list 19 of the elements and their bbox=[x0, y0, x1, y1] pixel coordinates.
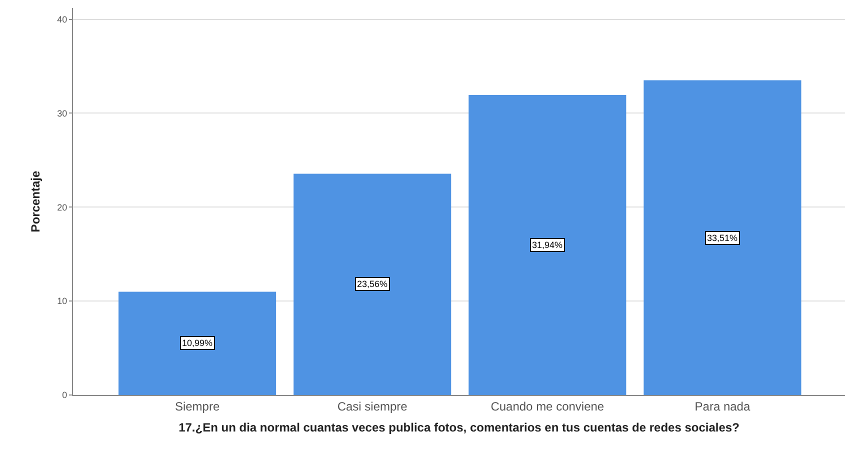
data-label: 23,56% bbox=[357, 279, 388, 289]
x-tick-label: Para nada bbox=[694, 399, 750, 414]
data-label: 33,51% bbox=[707, 233, 738, 243]
x-tick-label: Casi siempre bbox=[337, 399, 408, 414]
x-tick-label: Siempre bbox=[174, 399, 220, 414]
y-axis-title: Porcentaje bbox=[28, 170, 42, 232]
x-tick-label: Cuando me conviene bbox=[490, 399, 604, 414]
data-label: 10,99% bbox=[182, 338, 213, 348]
y-tick-label: 30 bbox=[57, 108, 68, 118]
data-label: 31,94% bbox=[532, 240, 563, 250]
y-tick-label: 20 bbox=[57, 202, 68, 212]
bar bbox=[118, 292, 276, 395]
x-axis-title: 17.¿En un dia normal cuantas veces publica fotos, comentarios en tus cuentas de redes sociales? bbox=[178, 420, 740, 434]
y-tick-label: 40 bbox=[57, 14, 68, 24]
bar bbox=[294, 174, 452, 395]
y-tick-label: 0 bbox=[62, 390, 68, 400]
y-tick-label: 10 bbox=[57, 296, 68, 306]
bar bbox=[644, 80, 802, 395]
bar bbox=[468, 94, 626, 395]
